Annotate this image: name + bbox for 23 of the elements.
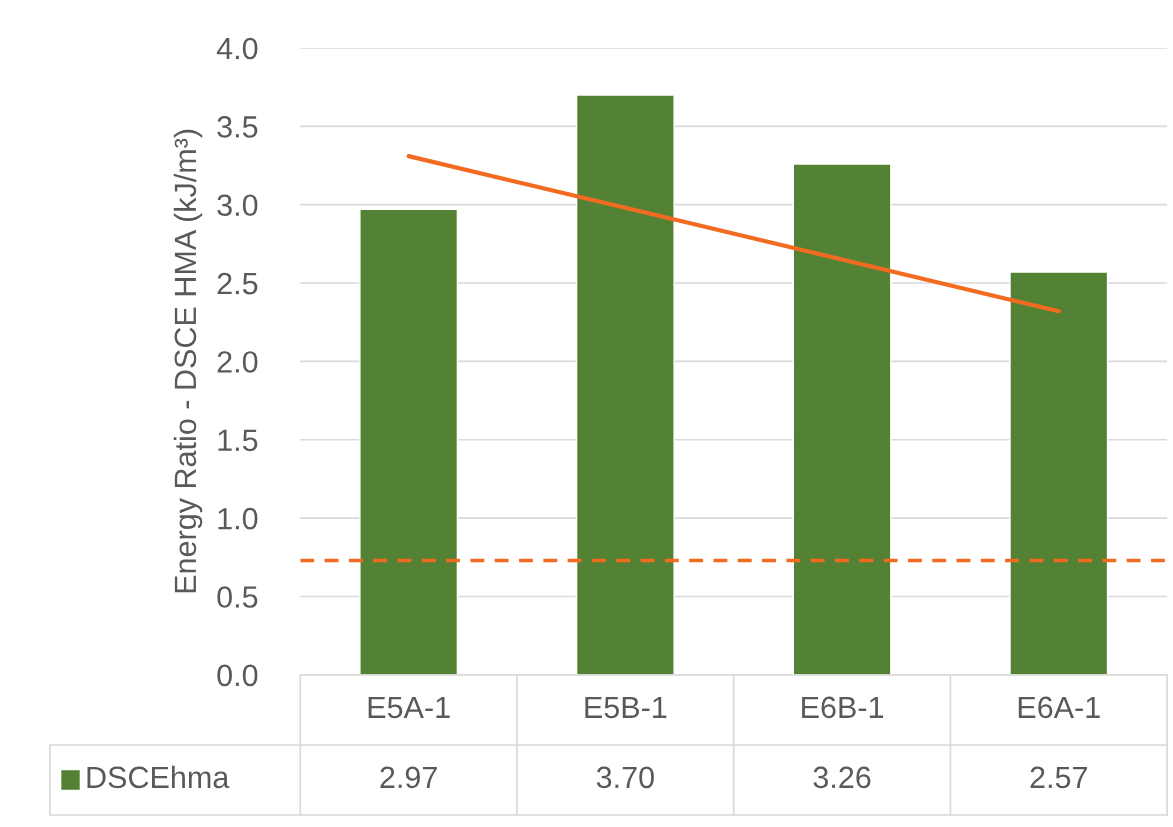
bar — [1009, 271, 1109, 675]
text: 3.0 — [217, 194, 258, 217]
data-label: 2.57 — [1030, 766, 1087, 789]
text: 0.0 — [217, 664, 258, 687]
bar — [792, 163, 892, 675]
x-tick-label: E5A-1 — [368, 696, 450, 719]
y-axis-title: Energy Ratio - DSCE HMA (kJ/m³) — [173, 129, 203, 593]
x-tick-label: E6B-1 — [802, 696, 884, 719]
text: 4.0 — [216, 37, 258, 60]
data-label: 3.26 — [813, 766, 871, 789]
legend-label: DSCEhma — [87, 765, 230, 789]
bar — [575, 94, 675, 675]
bar — [359, 208, 459, 675]
text: 2.0 — [217, 351, 258, 373]
x-tick-label: E6A-1 — [1018, 696, 1100, 719]
data-label: 3.70 — [596, 766, 654, 789]
data-label: 2.97 — [380, 766, 437, 789]
x-tick-label: E5B-1 — [585, 696, 667, 719]
text: 3.5 — [217, 116, 258, 138]
text: 1.5 — [218, 429, 258, 452]
text: 2.5 — [217, 272, 258, 295]
text: 0.5 — [217, 586, 258, 608]
text: 1.0 — [218, 507, 258, 530]
